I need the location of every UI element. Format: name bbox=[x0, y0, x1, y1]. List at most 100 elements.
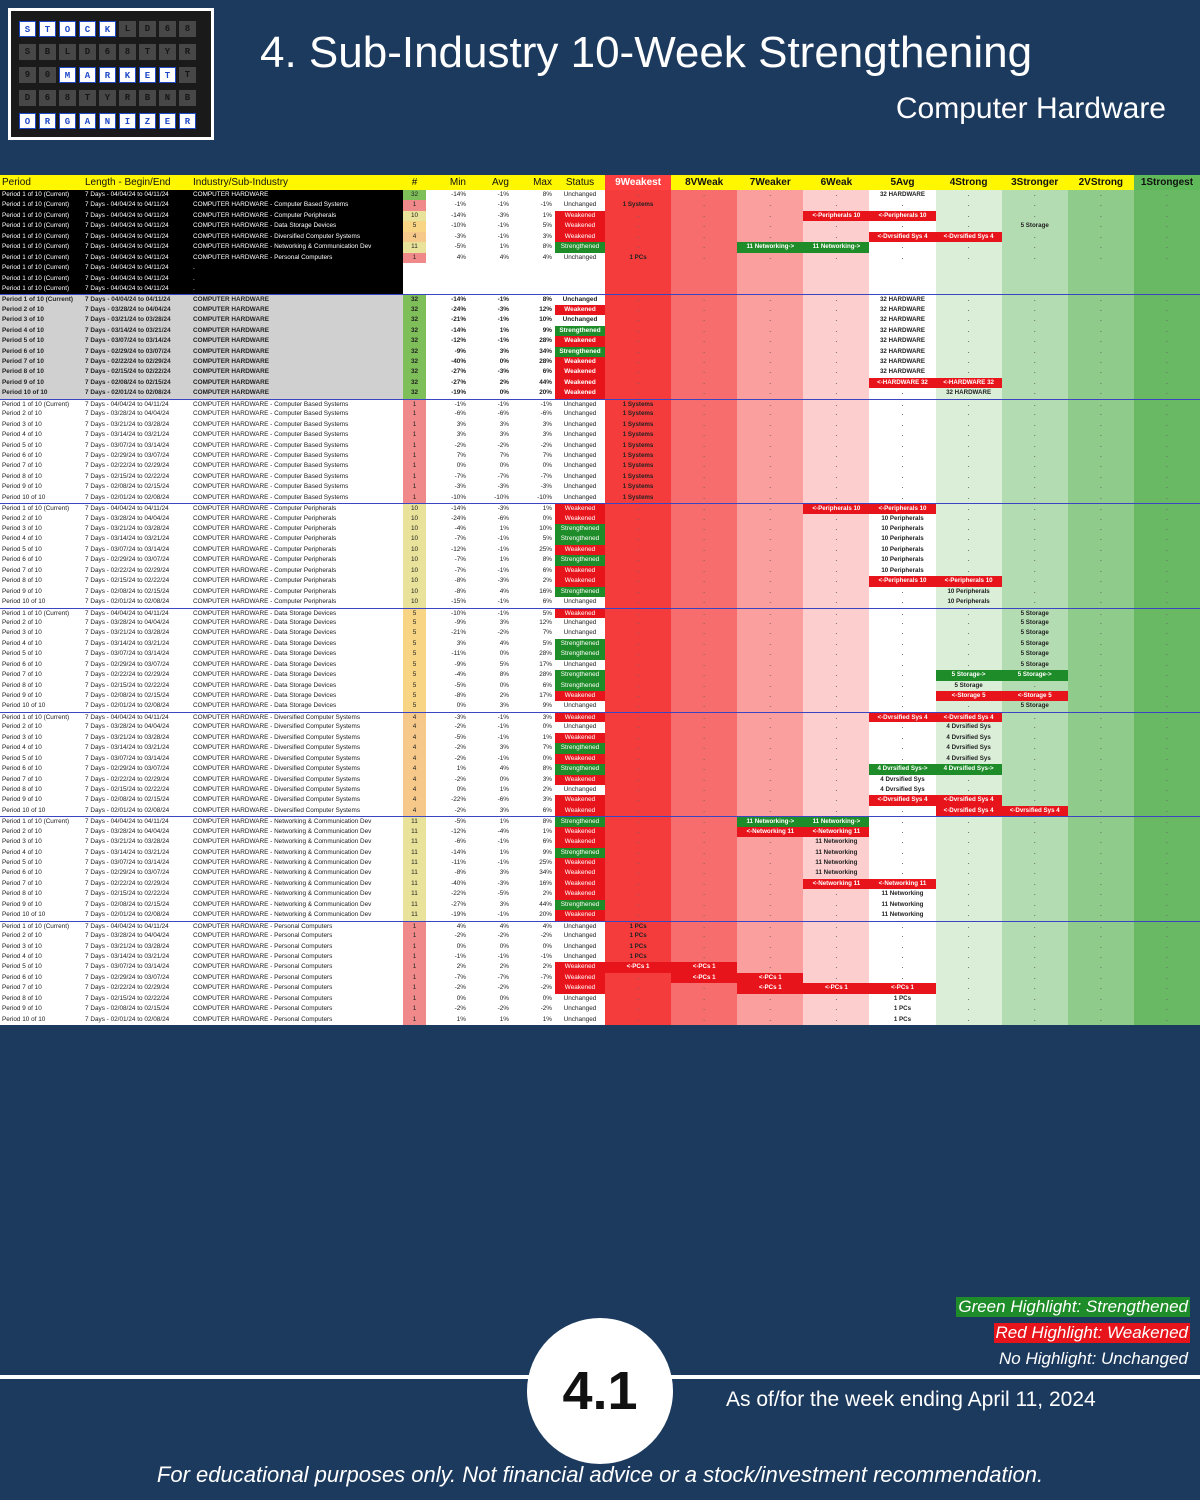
strength-empty-cell: . bbox=[1133, 732, 1200, 744]
strength-empty-cell: . bbox=[1067, 764, 1134, 775]
column-header: Min bbox=[449, 177, 466, 188]
strength-empty-cell: . bbox=[605, 817, 672, 827]
strength-empty-cell: . bbox=[605, 190, 672, 201]
strength-empty-cell: . bbox=[1067, 461, 1134, 472]
strength-empty-cell: . bbox=[737, 388, 804, 399]
period-cell: Period 3 of 10 bbox=[2, 525, 42, 532]
period-cell: Period 6 of 10 bbox=[2, 451, 42, 459]
strength-empty-cell: . bbox=[1067, 722, 1134, 733]
avg-cell: -2% bbox=[497, 629, 509, 637]
strength-empty-cell: . bbox=[869, 409, 936, 420]
period-cell: Period 5 of 10 bbox=[2, 963, 42, 971]
strength-empty-cell: . bbox=[869, 837, 936, 848]
table-row: Period 9 of 10 7 Days - 02/08/24 to 02/15… bbox=[0, 691, 1200, 702]
status-cell bbox=[555, 274, 605, 284]
strength-empty-cell: . bbox=[605, 993, 672, 1005]
max-cell: 0% bbox=[542, 723, 552, 731]
period-cell: Period 8 of 10 bbox=[2, 994, 42, 1002]
logo-letter: R bbox=[39, 113, 56, 129]
logo-letter: R bbox=[99, 67, 116, 83]
strength-empty-cell: . bbox=[869, 858, 936, 869]
strength-empty-cell: . bbox=[737, 617, 804, 629]
period-cell: Period 1 of 10 (Current) bbox=[0, 200, 85, 211]
strength-empty-cell: . bbox=[1133, 817, 1200, 827]
industry-cell: COMPUTER HARDWARE - Networking & Communi… bbox=[193, 848, 372, 856]
strength-empty-cell: . bbox=[605, 597, 672, 608]
strength-empty-cell: . bbox=[869, 680, 936, 691]
period-cell: Period 1 of 10 (Current) bbox=[0, 242, 85, 253]
avg-cell: 0% bbox=[499, 650, 509, 658]
length-cell: 7 Days - 02/15/24 to 02/22/24 bbox=[85, 367, 193, 378]
strength-empty-cell: . bbox=[737, 951, 804, 963]
strength-empty-cell: . bbox=[1067, 200, 1134, 211]
strength-empty-cell: . bbox=[935, 471, 1002, 483]
strength-empty-cell bbox=[671, 283, 738, 295]
strength-empty-cell: . bbox=[1067, 670, 1134, 681]
strength-empty-cell: . bbox=[869, 492, 936, 504]
table-row: Period 3 of 10 7 Days - 03/21/24 to 03/28… bbox=[0, 524, 1200, 535]
strength-empty-cell: . bbox=[605, 513, 672, 524]
max-cell: 7% bbox=[542, 451, 552, 459]
strength-empty-cell: . bbox=[1001, 440, 1068, 451]
max-cell: -2% bbox=[540, 1005, 552, 1013]
strength-empty-cell: . bbox=[1133, 743, 1200, 754]
strength-empty-cell: . bbox=[1067, 346, 1134, 357]
strength-empty-cell: . bbox=[1133, 795, 1200, 806]
count-cell: 11 bbox=[403, 847, 426, 858]
industry-cell: COMPUTER HARDWARE - Personal Computers bbox=[193, 973, 333, 981]
strength-empty-cell: . bbox=[605, 555, 672, 566]
strength-empty-cell: . bbox=[671, 367, 738, 378]
table-row: Period 10 of 10 7 Days - 02/01/24 to 02/0… bbox=[0, 388, 1200, 399]
avg-cell: 4% bbox=[499, 922, 509, 930]
strength-empty-cell: . bbox=[671, 304, 738, 316]
min-cell: -4% bbox=[454, 525, 466, 532]
count-cell: 11 bbox=[403, 837, 426, 848]
max-cell: 6% bbox=[542, 806, 552, 814]
max-cell: -7% bbox=[540, 472, 552, 480]
industry-cell: COMPUTER HARDWARE - Diversified Computer… bbox=[193, 775, 361, 783]
strength-empty-cell: . bbox=[671, 910, 738, 921]
max-cell: 0% bbox=[542, 514, 552, 522]
strength-empty-cell: . bbox=[1133, 858, 1200, 869]
count-cell: 1 bbox=[403, 972, 426, 984]
strength-entry: 11 Networking bbox=[803, 847, 870, 858]
status-cell: Unchanged bbox=[563, 618, 597, 626]
table-row: Period 1 of 10 (Current) 7 Days - 04/04/2… bbox=[0, 242, 1200, 253]
strength-empty-cell: . bbox=[1067, 921, 1134, 932]
strength-empty-cell: . bbox=[605, 336, 672, 347]
min-cell: -1% bbox=[454, 201, 466, 209]
count-cell: 32 bbox=[403, 367, 426, 378]
period-cell: Period 1 of 10 (Current) bbox=[0, 190, 85, 201]
strength-empty-cell: . bbox=[737, 357, 804, 368]
strength-empty-cell: . bbox=[1133, 200, 1200, 211]
strength-empty-cell: . bbox=[1001, 430, 1068, 441]
strength-empty-cell: . bbox=[803, 649, 870, 660]
strength-empty-cell: . bbox=[869, 951, 936, 963]
strength-entry: 32 HARDWARE bbox=[869, 367, 936, 378]
status-cell: Weakened bbox=[555, 805, 605, 817]
strength-empty-cell: . bbox=[1001, 983, 1068, 994]
strength-entry: <-Dvrsified Sys 4 bbox=[869, 712, 936, 723]
count-cell: 1 bbox=[403, 941, 426, 952]
count-cell: 5 bbox=[403, 670, 426, 681]
strength-empty-cell: . bbox=[671, 701, 738, 712]
avg-cell: -4% bbox=[497, 827, 509, 835]
strength-empty-cell: . bbox=[935, 1004, 1002, 1015]
industry-cell: COMPUTER HARDWARE - Networking & Communi… bbox=[193, 911, 372, 919]
strength-empty-cell: . bbox=[605, 722, 672, 733]
table-row: Period 7 of 10 7 Days - 02/22/24 to 02/29… bbox=[0, 774, 1200, 785]
table-row: Period 1 of 10 (Current) 7 Days - 04/04/2… bbox=[0, 503, 1200, 514]
strength-empty-cell: . bbox=[737, 1014, 804, 1025]
length-cell: 7 Days - 02/01/24 to 02/08/24 bbox=[85, 702, 170, 710]
count-cell: 32 bbox=[403, 190, 426, 201]
min-cell: -5% bbox=[454, 818, 466, 826]
strength-empty-cell: . bbox=[1067, 805, 1134, 817]
strength-empty-cell: . bbox=[605, 565, 672, 577]
strength-entry: <-PCs 1 bbox=[737, 972, 804, 984]
avg-cell: -1% bbox=[497, 754, 509, 762]
count-cell: 1 bbox=[403, 482, 426, 493]
period-cell: Period 1 of 10 (Current) bbox=[2, 818, 70, 826]
industry-cell: COMPUTER HARDWARE - Computer Based Syste… bbox=[193, 483, 349, 491]
max-cell: 1% bbox=[542, 505, 552, 513]
